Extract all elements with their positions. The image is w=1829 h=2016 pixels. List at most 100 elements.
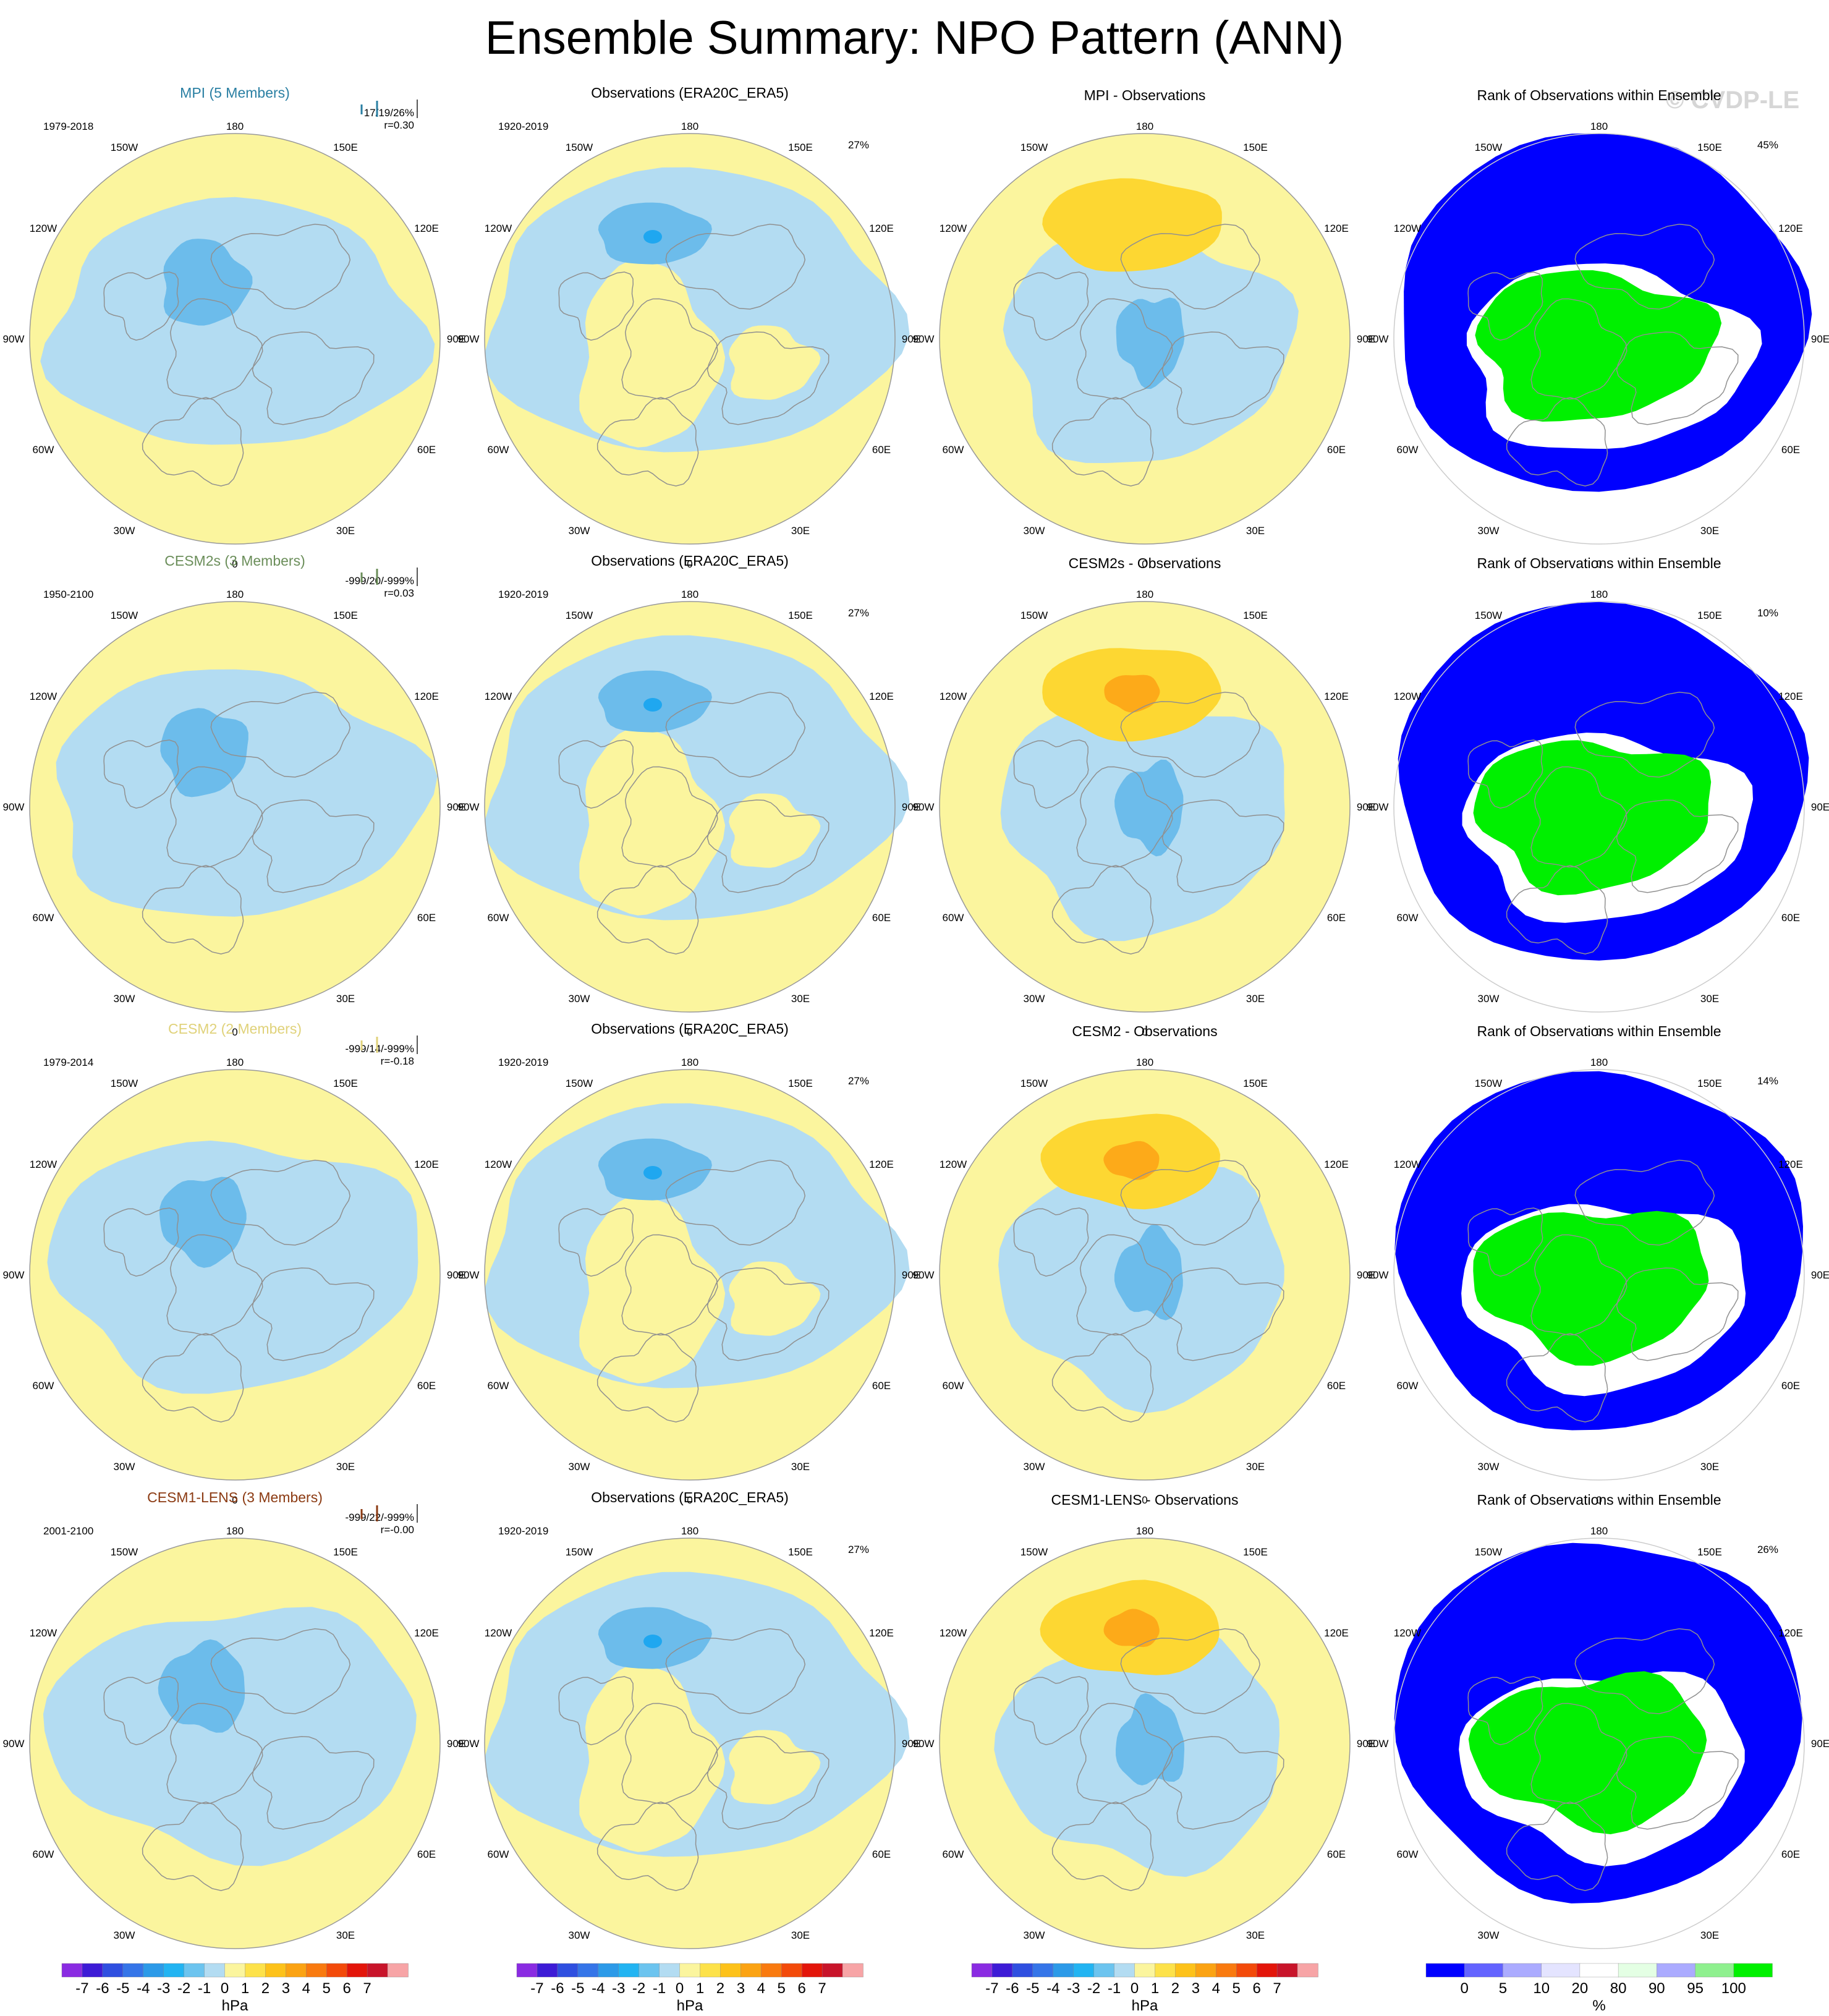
coastline bbox=[1076, 766, 1173, 868]
longitude-label: 90E bbox=[447, 1269, 465, 1281]
obs-period: 1920-2019 bbox=[498, 121, 548, 132]
longitude-label: 0 bbox=[1142, 558, 1147, 570]
colorbar-tick-label: -5 bbox=[116, 1980, 129, 1997]
longitude-label: 150W bbox=[566, 142, 593, 153]
rank-panel-row4: 180 150E 120E 90E 60E 30E 0 30W 60W 90W 120W 150W Ra… bbox=[1367, 1492, 1829, 1975]
longitude-label: 90W bbox=[1367, 801, 1389, 813]
map-border bbox=[1393, 601, 1805, 1013]
colorbar-tick-label: -3 bbox=[157, 1980, 170, 1997]
coastline bbox=[596, 1333, 699, 1423]
longitude-label: 60E bbox=[1781, 444, 1800, 456]
colorbar-unit: hPa bbox=[677, 1997, 703, 2014]
positive-region bbox=[729, 1261, 821, 1336]
coastline bbox=[252, 1267, 375, 1361]
colorbar-tick-label: 0 bbox=[1131, 1980, 1139, 1997]
longitude-label: 120E bbox=[1778, 1159, 1803, 1170]
colorbar-swatch bbox=[1297, 1963, 1318, 1978]
colorbar-tick-label: 5 bbox=[323, 1980, 331, 1997]
negative-max bbox=[643, 1166, 662, 1180]
coastline bbox=[1120, 223, 1261, 310]
negative-max bbox=[643, 1635, 662, 1648]
coastline bbox=[1467, 1676, 1543, 1745]
coastline bbox=[1161, 1736, 1284, 1830]
colorbar-swatch bbox=[679, 1963, 701, 1978]
longitude-label: 150E bbox=[788, 142, 813, 153]
coastline bbox=[707, 799, 830, 893]
coastline bbox=[621, 766, 718, 868]
longitude-label: 60E bbox=[1781, 1848, 1800, 1860]
longitude-label: 30E bbox=[791, 525, 810, 537]
longitude-label: 60W bbox=[33, 444, 54, 456]
colorbar-swatch bbox=[741, 1963, 762, 1978]
colorbar-tick-label: 1 bbox=[1151, 1980, 1159, 1997]
longitude-label: 30E bbox=[336, 1461, 355, 1473]
negative-region bbox=[40, 197, 435, 445]
colorbar-swatch bbox=[1236, 1963, 1257, 1978]
positive-core bbox=[1103, 1141, 1160, 1180]
diff-panel-row4: 180 150E 120E 90E 60E 30E 0 30W 60W 90W 120W 150W CE… bbox=[913, 1492, 1376, 1975]
longitude-label: 180 bbox=[1590, 1057, 1608, 1068]
longitude-label: 60E bbox=[417, 912, 436, 924]
colorbar-swatch bbox=[346, 1963, 368, 1978]
longitude-label: 120W bbox=[30, 223, 57, 234]
colorbar-swatch bbox=[1695, 1963, 1734, 1978]
diff-panel-row2: 180 150E 120E 90E 60E 30E 0 30W 60W 90W 120W 150W CE… bbox=[913, 555, 1376, 1038]
longitude-label: 120E bbox=[1778, 691, 1803, 702]
negative-core bbox=[163, 239, 253, 326]
longitude-label: 30W bbox=[1478, 1929, 1500, 1941]
diff-panel-row3: 180 150E 120E 90E 60E 30E 0 30W 60W 90W 120W 150W CE… bbox=[913, 1023, 1376, 1506]
colorbar-tick-label: 20 bbox=[1572, 1980, 1589, 1997]
longitude-label: 60W bbox=[943, 912, 964, 924]
obs-title: Observations (ERA20C_ERA5) bbox=[591, 85, 789, 101]
coastline bbox=[252, 331, 375, 425]
colorbar-tick-label: 1 bbox=[696, 1980, 704, 1997]
positive-region bbox=[729, 793, 821, 868]
coastline bbox=[1013, 1676, 1089, 1745]
colorbar-swatch bbox=[1541, 1963, 1581, 1978]
longitude-label: 0 bbox=[232, 558, 237, 570]
colorbar-swatch bbox=[659, 1963, 681, 1978]
longitude-label: 120E bbox=[869, 1159, 894, 1170]
coastline bbox=[1013, 1207, 1089, 1277]
longitude-label: 120E bbox=[1324, 1159, 1349, 1170]
coastline bbox=[1161, 799, 1284, 893]
longitude-label: 150E bbox=[1243, 1078, 1268, 1089]
coastline bbox=[558, 739, 634, 809]
colorbar-swatch bbox=[516, 1963, 538, 1978]
colorbar-swatch bbox=[1134, 1963, 1156, 1978]
colorbar-swatch bbox=[82, 1963, 103, 1978]
coastline bbox=[1574, 223, 1715, 310]
map-border bbox=[1393, 133, 1805, 545]
colorbar-tick-label: 7 bbox=[818, 1980, 826, 1997]
colorbar-swatch bbox=[61, 1963, 83, 1978]
colorbar-tick-label: 90 bbox=[1649, 1980, 1665, 1997]
colorbar-swatch bbox=[367, 1963, 388, 1978]
longitude-label: 60E bbox=[417, 1848, 436, 1860]
coastline bbox=[1530, 1703, 1627, 1805]
coastline bbox=[1076, 298, 1173, 400]
coastline bbox=[1506, 1801, 1608, 1891]
longitude-label: 150E bbox=[333, 142, 358, 153]
longitude-label: 120W bbox=[1394, 1627, 1421, 1639]
figure-title: Ensemble Summary: NPO Pattern (ANN) bbox=[485, 12, 1344, 64]
obs-title: Observations (ERA20C_ERA5) bbox=[591, 553, 789, 569]
colorbar-tick-label: 2 bbox=[261, 1980, 269, 1997]
negative-max bbox=[643, 698, 662, 712]
longitude-label: 120W bbox=[1394, 1159, 1421, 1170]
colorbar-swatch bbox=[720, 1963, 742, 1978]
coastline bbox=[1013, 739, 1089, 809]
longitude-label: 120W bbox=[30, 1159, 57, 1170]
colorbar-swatch bbox=[387, 1963, 409, 1978]
model-panel-row3: 180 150E 120E 90E 60E 30E 0 30W 60W 90W 120W 150W CE… bbox=[3, 1021, 466, 1506]
negative-core bbox=[160, 708, 248, 797]
colorbar-tick-label: 80 bbox=[1610, 1980, 1627, 1997]
colorbar-swatch bbox=[761, 1963, 782, 1978]
colorbar-swatch bbox=[204, 1963, 226, 1978]
longitude-label: 30E bbox=[336, 993, 355, 1005]
longitude-label: 150W bbox=[111, 1078, 138, 1089]
rank-high-region bbox=[1475, 270, 1722, 422]
positive-region bbox=[579, 1196, 726, 1384]
colorbar-swatch bbox=[1657, 1963, 1696, 1978]
longitude-label: 30E bbox=[336, 525, 355, 537]
longitude-label: 60E bbox=[417, 444, 436, 456]
